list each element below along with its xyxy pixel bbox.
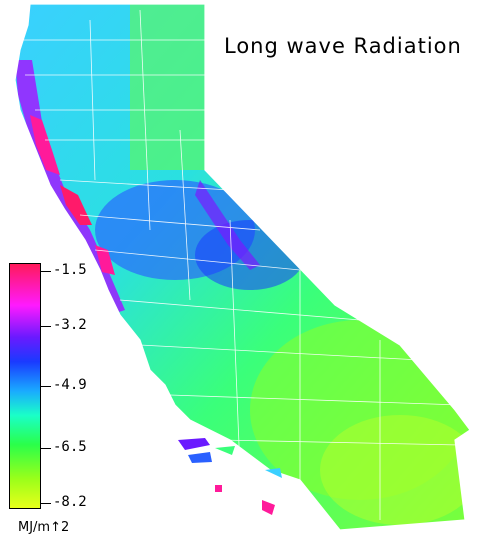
colorbar-tick-label: -1.5 bbox=[53, 262, 87, 278]
map-title: Long wave Radiation bbox=[224, 34, 462, 58]
colorbar-tick-label: -8.2 bbox=[53, 494, 87, 510]
colorbar-tick bbox=[41, 271, 51, 272]
colorbar-tick bbox=[41, 386, 51, 387]
channel-islands bbox=[178, 438, 282, 515]
colorbar-tick-label: -3.2 bbox=[53, 317, 87, 333]
colorbar bbox=[9, 263, 41, 509]
colorbar-tick-label: -4.9 bbox=[53, 377, 87, 393]
colorbar-unit: MJ/m↑2 bbox=[18, 520, 70, 535]
state-shape bbox=[14, 3, 471, 531]
radiation-field bbox=[15, 4, 470, 525]
colorbar-tick-label: -6.5 bbox=[53, 439, 87, 455]
colorbar-tick bbox=[41, 503, 51, 504]
colorbar-tick bbox=[41, 448, 51, 449]
colorbar-tick bbox=[41, 326, 51, 327]
